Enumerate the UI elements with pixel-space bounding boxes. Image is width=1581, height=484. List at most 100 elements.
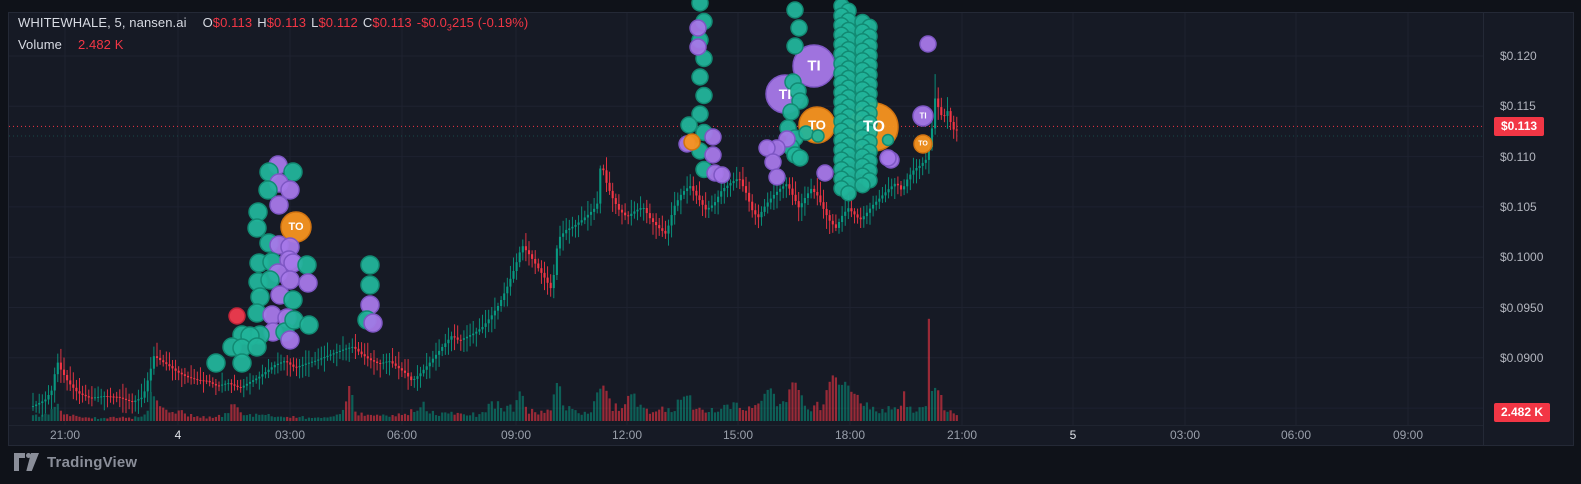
whale-bubble[interactable]: [704, 146, 722, 164]
volume-bar: [624, 404, 627, 421]
candle-body: [208, 380, 211, 383]
whale-bubble[interactable]: [689, 19, 707, 37]
whale-bubble[interactable]: [704, 128, 722, 146]
candle-body: [413, 378, 416, 380]
whale-bubble[interactable]: [298, 273, 318, 293]
candle-body: [673, 205, 676, 216]
candle-body: [828, 215, 831, 221]
whale-bubble[interactable]: [695, 86, 713, 105]
price-axis-separator[interactable]: [1483, 12, 1484, 446]
whale-bubble[interactable]: [691, 105, 709, 123]
whale-bubble[interactable]: [790, 19, 808, 37]
whale-bubble[interactable]: [854, 176, 871, 194]
candle-body: [227, 383, 230, 385]
whale-bubble[interactable]: [363, 313, 383, 333]
volume-bar: [335, 414, 338, 421]
symbol-ohlc-row[interactable]: WHITEWHALE, 5, nansen.ai O$0.113 H$0.113…: [18, 15, 528, 33]
whale-bubble[interactable]: [713, 166, 731, 184]
whale-bubble[interactable]: [816, 164, 834, 182]
time-axis-separator[interactable]: [9, 425, 1483, 426]
whale-bubble[interactable]: [228, 307, 246, 325]
whale-bubble[interactable]: [247, 218, 267, 238]
whale-bubble[interactable]: [879, 149, 897, 167]
whale-bubble[interactable]: [811, 129, 825, 143]
volume-bar: [121, 416, 124, 421]
candle-body: [648, 213, 651, 219]
candle-body: [177, 370, 180, 373]
candle-body: [202, 380, 205, 382]
volume-bar: [487, 403, 490, 421]
volume-bar: [304, 418, 307, 421]
volume-bar: [788, 389, 791, 421]
candle-body: [853, 211, 856, 215]
whale-bubble[interactable]: [881, 133, 895, 147]
volume-bar: [459, 413, 462, 421]
volume-bar: [131, 418, 134, 421]
volume-bar: [283, 417, 286, 421]
candle-body: [686, 188, 689, 191]
candle-body: [698, 195, 701, 201]
whale-bubble[interactable]: [680, 116, 698, 134]
whale-bubble[interactable]: [283, 290, 303, 310]
whale-bubble[interactable]: [260, 270, 280, 290]
volume-bar: [115, 418, 118, 421]
whale-bubble-to[interactable]: [913, 134, 933, 154]
whale-bubble[interactable]: [768, 168, 786, 186]
volume-bar: [655, 411, 658, 421]
whale-bubble[interactable]: [360, 255, 380, 275]
whale-bubble[interactable]: [269, 195, 289, 215]
whale-bubble[interactable]: [683, 133, 701, 151]
whale-bubble[interactable]: [782, 103, 800, 121]
price-tick-label: $0.115: [1500, 99, 1536, 114]
whale-bubble[interactable]: [280, 330, 300, 350]
candle-body: [124, 398, 128, 400]
candle-body: [155, 356, 159, 358]
symbol-title[interactable]: WHITEWHALE, 5, nansen.ai: [18, 15, 187, 30]
whale-bubble[interactable]: [786, 37, 804, 55]
volume-bar: [915, 411, 918, 421]
candle-body: [369, 358, 372, 361]
volume-bar: [512, 411, 515, 421]
volume-bar: [345, 401, 348, 421]
whale-bubble[interactable]: [297, 255, 317, 275]
whale-bubble[interactable]: [786, 1, 804, 19]
whale-bubble[interactable]: [280, 180, 300, 200]
candle-body: [366, 356, 369, 359]
tradingview-brand-text[interactable]: TradingView: [47, 454, 138, 471]
candle-body: [410, 376, 413, 381]
whale-bubble[interactable]: [232, 353, 252, 373]
volume-bar: [617, 410, 620, 421]
candle-body: [779, 188, 782, 192]
volume-bar: [490, 401, 493, 421]
volume-bar: [171, 412, 174, 421]
volume-bar: [196, 416, 199, 421]
whale-bubble[interactable]: [840, 184, 857, 202]
whale-bubble[interactable]: [764, 153, 782, 171]
volume-bar: [748, 406, 751, 421]
whale-bubble[interactable]: [791, 149, 809, 167]
whale-bubble-ti[interactable]: [912, 105, 934, 127]
candle-body: [577, 222, 580, 225]
volume-bar: [875, 411, 878, 421]
whale-bubble[interactable]: [360, 275, 380, 295]
whale-bubble[interactable]: [247, 337, 267, 357]
whale-bubble[interactable]: [691, 0, 709, 12]
whale-bubble[interactable]: [919, 35, 937, 53]
whale-bubble[interactable]: [258, 180, 278, 200]
whale-bubble[interactable]: [691, 68, 709, 86]
whale-bubble[interactable]: [250, 287, 270, 307]
whale-bubble[interactable]: [248, 202, 268, 222]
volume-bar: [159, 406, 162, 421]
candle-body: [490, 315, 493, 320]
volume-row[interactable]: Volume 2.482 K: [18, 37, 528, 52]
tradingview-logo-icon[interactable]: [14, 453, 39, 472]
candle-body: [527, 250, 531, 255]
candle-body: [53, 374, 56, 391]
volume-bar: [425, 411, 428, 421]
candle-body: [943, 115, 946, 117]
candle-body: [645, 208, 648, 214]
whale-bubble[interactable]: [299, 315, 319, 335]
whale-bubble[interactable]: [689, 38, 707, 56]
whale-bubble[interactable]: [206, 353, 226, 373]
